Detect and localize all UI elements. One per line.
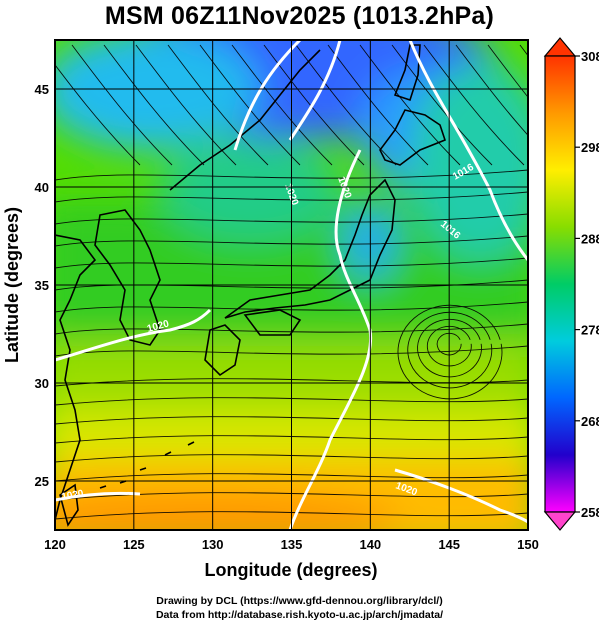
lon-tick-label: 145 (438, 537, 460, 552)
lat-ticks: 25 30 35 40 45 (35, 82, 49, 489)
streamline-vortex (407, 311, 493, 389)
streamline (487, 44, 528, 98)
lon-ticks: 120 125 130 135 140 145 150 (44, 537, 539, 552)
streamline (327, 44, 429, 166)
lat-tick-label: 35 (35, 278, 49, 293)
lat-tick-label: 30 (35, 376, 49, 391)
streamline (423, 44, 525, 166)
streamline (55, 213, 528, 225)
credit-drawing: Drawing by DCL (https://www.gfd-dennou.o… (156, 595, 443, 607)
lon-tick-label: 135 (281, 537, 303, 552)
lat-tick-label: 45 (35, 82, 49, 97)
streamline (455, 44, 528, 136)
isobars (55, 40, 528, 530)
streamline (199, 44, 301, 166)
colorbar-body (544, 55, 576, 513)
lon-tick-label: 125 (123, 537, 145, 552)
colorbar-top-triangle (543, 37, 577, 57)
colorbar-label: 278 (581, 323, 599, 338)
plot-frame (54, 39, 529, 531)
streamline (391, 44, 493, 166)
lon-tick-label: 120 (44, 537, 66, 552)
lon-tick-label: 140 (359, 537, 381, 552)
streamline-vortex (426, 325, 472, 367)
credit-data: Data from http://database.rish.kyoto-u.a… (155, 609, 444, 621)
coastlines (55, 44, 446, 527)
colorbar: 308 298 288 278 268 258 (543, 37, 599, 531)
streamline (55, 323, 528, 335)
streamline (55, 235, 528, 247)
streamline (55, 169, 528, 181)
lat-tick-label: 40 (35, 180, 49, 195)
colorbar-label: 308 (581, 49, 599, 64)
streamline (55, 416, 528, 425)
map-title: MSM 06Z11Nov2025 (1013.2hPa) (104, 2, 495, 30)
streamline (103, 44, 205, 166)
y-axis-title: Latitude (degrees) (2, 207, 22, 363)
streamline (55, 345, 528, 357)
streamline (263, 44, 365, 166)
lon-tick-label: 150 (517, 537, 539, 552)
streamline-vortex (436, 332, 462, 356)
streamline-vortex (397, 304, 503, 400)
streamline (55, 64, 141, 166)
streamline (295, 44, 397, 166)
streamline (55, 397, 528, 406)
colorbar-label: 298 (581, 140, 599, 155)
streamline (55, 301, 528, 313)
x-axis-title: Longitude (degrees) (204, 560, 377, 580)
streamline (167, 44, 269, 166)
streamline (55, 191, 528, 203)
temperature-field (55, 40, 528, 530)
streamline (55, 454, 528, 463)
lat-tick-label: 25 (35, 474, 49, 489)
colorbar-label: 258 (581, 505, 599, 520)
streamline (231, 44, 333, 166)
colorbar-bottom-triangle (543, 511, 577, 531)
streamline (55, 279, 528, 291)
lon-tick-label: 130 (202, 537, 224, 552)
streamline (55, 378, 528, 387)
streamline (55, 257, 528, 269)
colorbar-label: 288 (581, 231, 599, 246)
streamline (55, 473, 528, 482)
streamline (135, 44, 237, 166)
colorbar-ticks: 308 298 288 278 268 258 (575, 49, 599, 520)
isobar-label-7: 1020 (61, 488, 85, 503)
streamline-vortex (417, 318, 482, 378)
colorbar-label: 268 (581, 414, 599, 429)
streamline (71, 44, 173, 166)
streamline (55, 511, 528, 520)
streamline (55, 435, 528, 444)
